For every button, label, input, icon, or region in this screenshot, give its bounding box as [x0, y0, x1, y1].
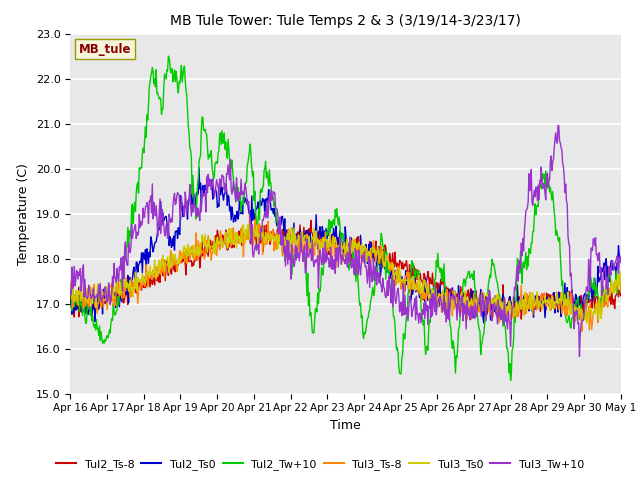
Y-axis label: Temperature (C): Temperature (C): [17, 163, 30, 264]
X-axis label: Time: Time: [330, 419, 361, 432]
Legend: Tul2_Ts-8, Tul2_Ts0, Tul2_Tw+10, Tul3_Ts-8, Tul3_Ts0, Tul3_Tw+10: Tul2_Ts-8, Tul2_Ts0, Tul2_Tw+10, Tul3_Ts…: [52, 455, 588, 474]
Text: MB_tule: MB_tule: [79, 43, 131, 56]
Title: MB Tule Tower: Tule Temps 2 & 3 (3/19/14-3/23/17): MB Tule Tower: Tule Temps 2 & 3 (3/19/14…: [170, 14, 521, 28]
